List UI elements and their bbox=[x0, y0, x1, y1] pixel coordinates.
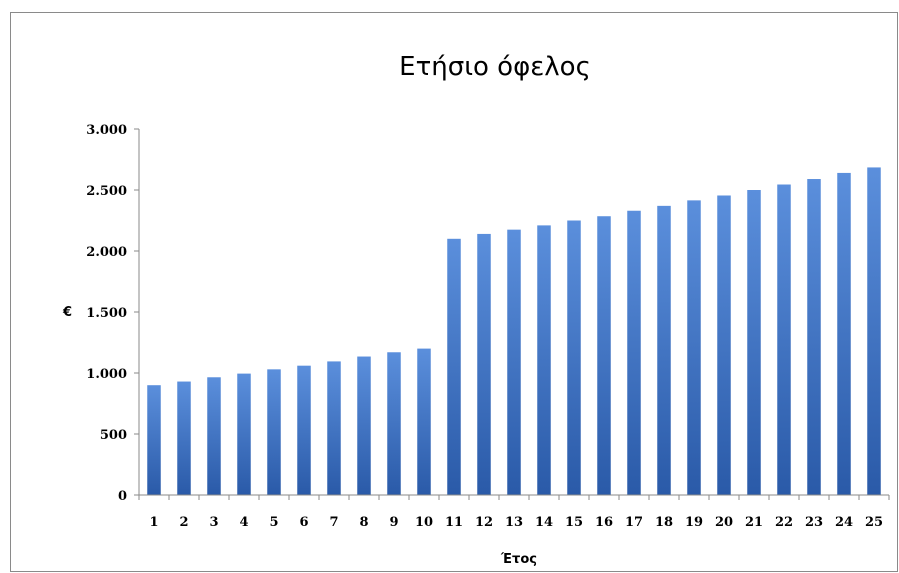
x-tick-label: 16 bbox=[595, 515, 613, 530]
bar-year-4 bbox=[237, 373, 251, 495]
y-tick-label: 2.000 bbox=[86, 245, 127, 260]
bar-year-23 bbox=[807, 179, 821, 495]
y-tick-label: 500 bbox=[100, 428, 127, 443]
bar-year-6 bbox=[297, 365, 311, 495]
bar-year-20 bbox=[717, 195, 731, 496]
y-tick-label: 2.500 bbox=[86, 184, 127, 199]
x-tick-label: 12 bbox=[475, 515, 493, 530]
x-tick-label: 24 bbox=[835, 515, 853, 530]
x-tick-label: 9 bbox=[389, 515, 398, 530]
y-tick-label: 0 bbox=[118, 489, 127, 504]
chart-area: Ετήσιο όφελος € Έτος 0 500 1.000 1.500 2.000… bbox=[10, 12, 898, 572]
axes-group bbox=[134, 128, 890, 500]
x-tick-label: 7 bbox=[329, 515, 338, 530]
bar-year-2 bbox=[177, 381, 191, 495]
x-ticks-group: 1 2 3 4 5 6 7 8 9 10 11 12 13 14 15 16 17 18 19 20 21 22 23 24 2… bbox=[149, 515, 883, 530]
y-tick-label: 1.000 bbox=[86, 367, 127, 382]
bar-year-14 bbox=[537, 225, 551, 495]
y-tick-label: 3.000 bbox=[86, 123, 127, 138]
bar-year-17 bbox=[627, 210, 641, 496]
bar-year-11 bbox=[447, 238, 461, 496]
x-tick-label: 19 bbox=[685, 515, 703, 530]
y-tick-label: 1.500 bbox=[86, 306, 127, 321]
bar-year-1 bbox=[147, 385, 161, 495]
x-tick-label: 1 bbox=[149, 515, 158, 530]
x-tick-label: 14 bbox=[535, 515, 553, 530]
bar-year-12 bbox=[477, 233, 491, 496]
bar-year-21 bbox=[747, 190, 761, 495]
bar-year-5 bbox=[267, 369, 281, 495]
bar-year-15 bbox=[567, 220, 581, 495]
x-axis-title: Έτος bbox=[500, 552, 537, 567]
bar-year-13 bbox=[507, 229, 521, 495]
x-tick-label: 20 bbox=[715, 515, 733, 530]
bars-group bbox=[147, 167, 881, 496]
y-ticks-group: 0 500 1.000 1.500 2.000 2.500 3.000 bbox=[86, 123, 127, 504]
bar-year-9 bbox=[387, 352, 401, 495]
x-tick-label: 13 bbox=[505, 515, 523, 530]
bar-year-18 bbox=[657, 205, 671, 496]
bar-year-8 bbox=[357, 356, 371, 495]
x-tick-label: 10 bbox=[415, 515, 433, 530]
bar-year-24 bbox=[837, 172, 851, 496]
x-tick-label: 23 bbox=[805, 515, 823, 530]
x-tick-label: 18 bbox=[655, 515, 673, 530]
x-tick-label: 2 bbox=[179, 515, 188, 530]
bar-year-25 bbox=[867, 167, 881, 495]
x-tick-label: 8 bbox=[359, 515, 368, 530]
bar-year-3 bbox=[207, 377, 221, 495]
bar-year-7 bbox=[327, 361, 341, 495]
bar-year-16 bbox=[597, 216, 611, 496]
chart-svg: Ετήσιο όφελος € Έτος 0 500 1.000 1.500 2.000… bbox=[62, 52, 890, 567]
x-tick-label: 21 bbox=[745, 515, 763, 530]
bar-year-19 bbox=[687, 200, 701, 495]
y-axis-title: € bbox=[62, 305, 72, 320]
bar-year-10 bbox=[417, 348, 431, 495]
x-tick-label: 25 bbox=[865, 515, 883, 530]
x-tick-label: 22 bbox=[775, 515, 793, 530]
x-tick-label: 6 bbox=[299, 515, 308, 530]
bar-year-22 bbox=[777, 184, 791, 495]
x-tick-label: 11 bbox=[445, 515, 463, 530]
x-tick-label: 5 bbox=[269, 515, 278, 530]
x-tick-label: 15 bbox=[565, 515, 583, 530]
x-tick-label: 17 bbox=[625, 515, 643, 530]
x-tick-label: 3 bbox=[209, 515, 218, 530]
x-tick-label: 4 bbox=[239, 515, 248, 530]
chart-title: Ετήσιο όφελος bbox=[399, 52, 591, 82]
